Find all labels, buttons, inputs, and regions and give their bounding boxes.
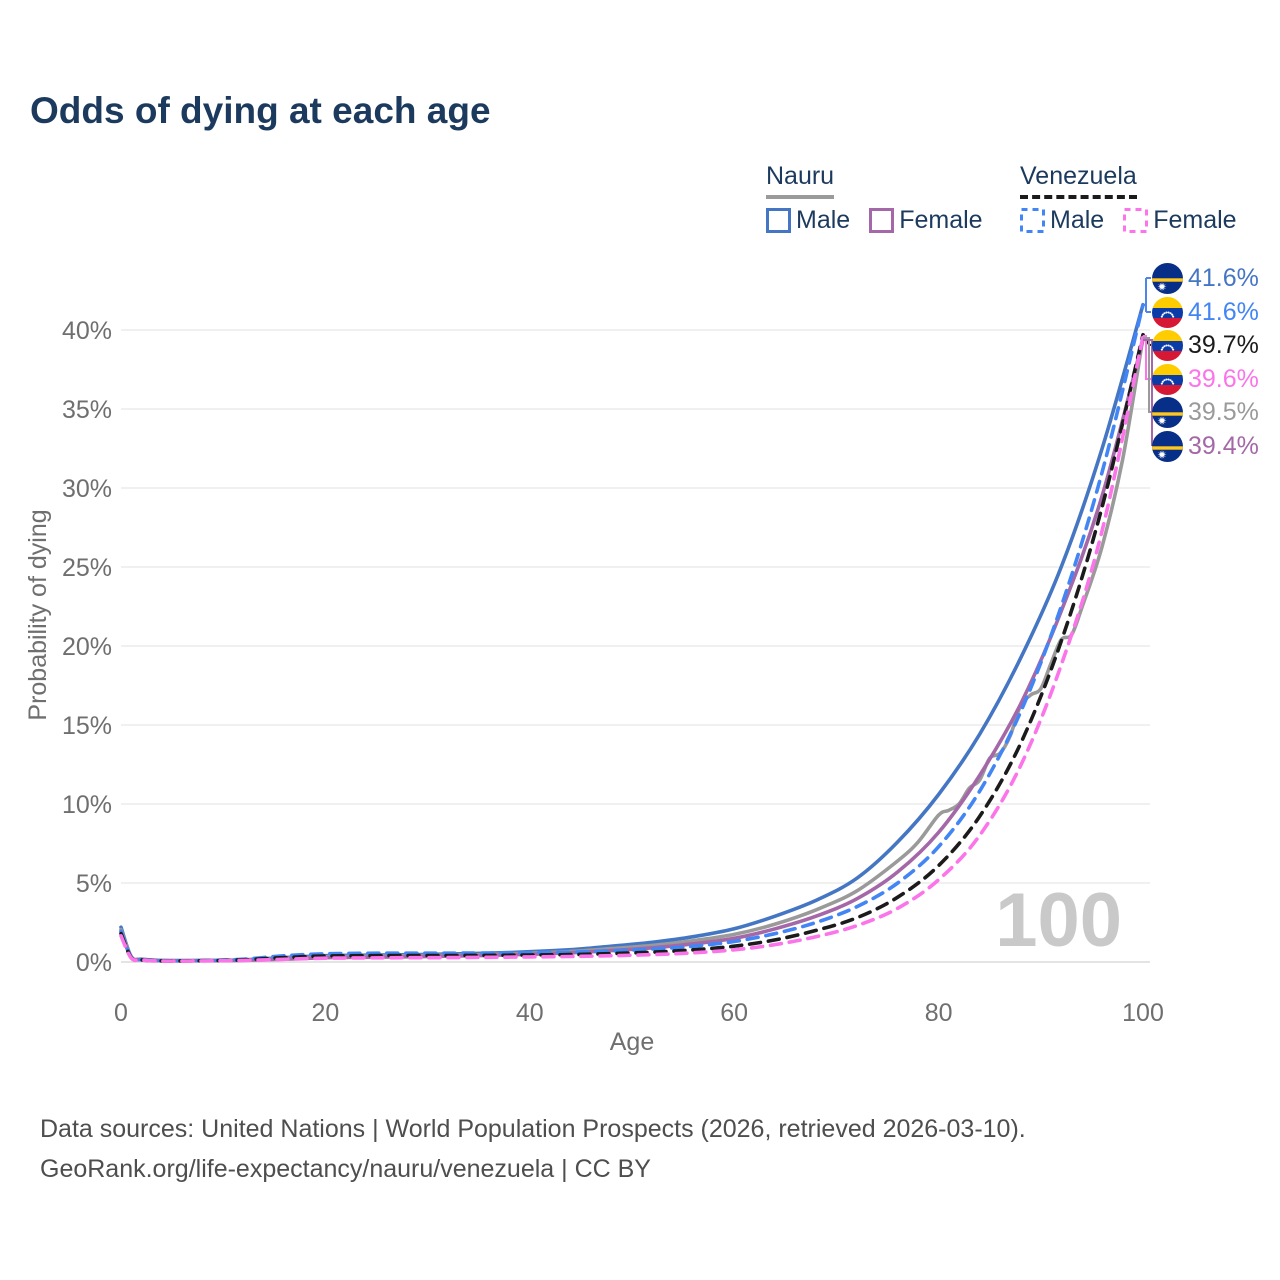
end-label-venezuela-all: 39.7%	[1152, 329, 1259, 361]
nauru-flag-graphic	[1152, 396, 1183, 428]
venezuela-flag-icon	[1152, 363, 1183, 395]
end-label-nauru-male: 41.6%	[1152, 262, 1259, 294]
nauru-flag-icon	[1152, 430, 1183, 462]
venezuela-flag-graphic	[1152, 329, 1183, 361]
legend-item-venezuela-female[interactable]: Female	[1123, 206, 1237, 235]
legend-swatch-solid	[766, 208, 791, 233]
legend-item-venezuela-male[interactable]: Male	[1020, 206, 1104, 235]
y-tick-label: 25%	[62, 554, 112, 582]
y-tick-label: 10%	[62, 791, 112, 819]
y-tick-label: 20%	[62, 633, 112, 661]
y-tick-label: 0%	[76, 949, 112, 977]
x-tick-label: 0	[114, 999, 128, 1027]
x-tick-label: 40	[516, 999, 544, 1027]
legend-country-nauru: Nauru	[766, 162, 835, 199]
footer-attribution: GeoRank.org/life-expectancy/nauru/venezu…	[40, 1155, 651, 1183]
venezuela-flag-icon	[1152, 329, 1183, 361]
legend-items: Male Female	[1020, 206, 1237, 235]
end-label-value: 39.7%	[1188, 330, 1259, 359]
end-label-venezuela-male: 41.6%	[1152, 296, 1259, 328]
footer-data-sources: Data sources: United Nations | World Pop…	[40, 1115, 1026, 1143]
end-label-value: 41.6%	[1188, 263, 1259, 292]
legend-items: Male Female	[766, 206, 983, 235]
legend-item-label: Female	[899, 206, 983, 234]
legend-country-venezuela: Venezuela	[1020, 162, 1137, 199]
age-watermark: 100	[995, 878, 1122, 963]
legend-item-nauru-male[interactable]: Male	[766, 206, 850, 235]
nauru-flag-icon	[1152, 262, 1183, 294]
series-line-venezuela-male[interactable]	[119, 302, 1145, 963]
x-tick-label: 20	[311, 999, 339, 1027]
legend-item-label: Male	[796, 206, 851, 234]
end-label-leader	[1143, 277, 1151, 313]
x-axis-title: Age	[610, 1028, 654, 1056]
y-tick-label: 5%	[76, 870, 112, 898]
footer: Data sources: United Nations | World Pop…	[40, 1109, 1026, 1189]
legend-item-label: Female	[1153, 206, 1237, 234]
legend-swatch-dashed	[1123, 208, 1149, 233]
y-axis-title: Probability of dying	[24, 509, 52, 720]
end-label-value: 39.5%	[1188, 397, 1259, 426]
legend-swatch-dashed	[1020, 208, 1045, 233]
legend-swatch-solid	[869, 208, 895, 233]
end-label-value: 41.6%	[1188, 297, 1259, 326]
end-label-leader	[1143, 337, 1151, 413]
nauru-flag-graphic	[1152, 430, 1183, 462]
end-label-leader	[1143, 339, 1153, 446]
venezuela-flag-graphic	[1152, 363, 1183, 395]
legend-item-label: Male	[1050, 206, 1105, 234]
page-title: Odds of dying at each age	[30, 90, 491, 131]
y-tick-label: 30%	[62, 475, 112, 503]
nauru-flag-icon	[1152, 396, 1183, 428]
legend-item-nauru-female[interactable]: Female	[869, 206, 983, 235]
end-label-venezuela-female: 39.6%	[1152, 363, 1259, 395]
y-tick-label: 15%	[62, 712, 112, 740]
series-line-venezuela-all[interactable]	[119, 332, 1145, 963]
end-label-nauru-all: 39.5%	[1152, 396, 1259, 428]
legend-group-nauru: Nauru Male Female	[766, 162, 983, 235]
series-line-nauru-all[interactable]	[119, 336, 1145, 963]
end-label-value: 39.4%	[1188, 431, 1259, 460]
y-tick-label: 40%	[62, 317, 112, 345]
series-line-venezuela-female[interactable]	[119, 334, 1145, 963]
venezuela-flag-icon	[1152, 296, 1183, 328]
venezuela-flag-graphic	[1152, 296, 1183, 328]
series-line-nauru-male[interactable]	[119, 302, 1145, 963]
x-tick-label: 60	[720, 999, 748, 1027]
x-tick-label: 80	[925, 999, 953, 1027]
y-tick-label: 35%	[62, 396, 112, 424]
nauru-flag-graphic	[1152, 262, 1183, 294]
x-tick-label: 100	[1122, 999, 1164, 1027]
end-label-nauru-female: 39.4%	[1152, 430, 1259, 462]
end-label-value: 39.6%	[1188, 364, 1259, 393]
series-line-nauru-female[interactable]	[119, 337, 1145, 963]
legend-group-venezuela: Venezuela Male Female	[1020, 162, 1237, 235]
